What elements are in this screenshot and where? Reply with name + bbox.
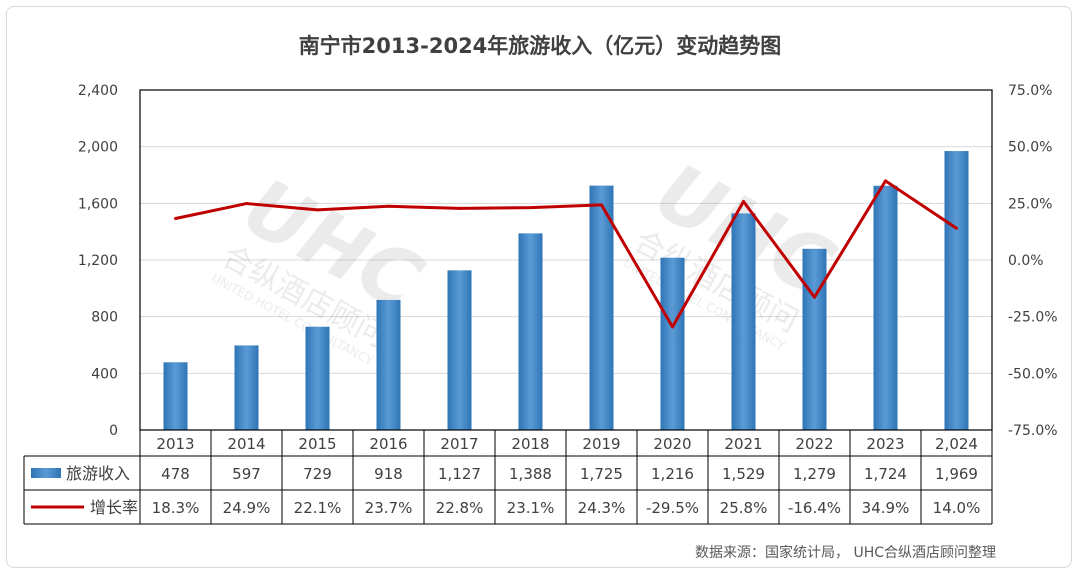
y-right-tick-label: -25.0%: [1008, 310, 1058, 326]
growth-line: [175, 179, 958, 329]
x-tick-label: 2020: [653, 435, 691, 453]
bar: [589, 185, 614, 430]
bar: [447, 270, 472, 430]
bar-value-label: 1,279: [793, 465, 836, 483]
legend-bar-swatch: [31, 468, 61, 478]
x-tick-label: 2017: [440, 435, 478, 453]
x-tick-label: 2022: [795, 435, 833, 453]
x-tick-label: 2021: [724, 435, 762, 453]
legend-bar-label: 旅游收入: [66, 464, 130, 483]
x-tick-label: 2019: [582, 435, 620, 453]
chart-title: 南宁市2013-2024年旅游收入（亿元）变动趋势图: [298, 34, 782, 58]
line-point: [955, 226, 958, 230]
y-left-tick-label: 1,600: [78, 196, 118, 212]
chart-frame: [6, 6, 1072, 568]
x-tick-label: 2015: [298, 435, 336, 453]
bar-series: [163, 151, 969, 430]
bar-value-label: 1,724: [864, 465, 907, 483]
data-table: 2013 2014 2015 2016 2017 2018 2019 2020 2021 2022…: [23, 430, 993, 525]
y-left-tick-label: 400: [91, 366, 118, 382]
y-right-tick-label: 50.0%: [1008, 140, 1052, 156]
bar: [518, 233, 543, 430]
y-left-tick-label: 800: [91, 310, 118, 326]
line-value-label: 34.9%: [862, 499, 910, 517]
line-value-label: -29.5%: [646, 499, 699, 517]
bar-value-label: 1,529: [722, 465, 765, 483]
line-point: [316, 208, 319, 212]
line-point: [742, 200, 745, 204]
y-left-tick-label: 2,000: [78, 140, 118, 156]
data-source: 数据来源：国家统计局， UHC合纵酒店顾问整理: [695, 545, 996, 561]
line-point: [813, 295, 816, 299]
bar: [163, 362, 188, 430]
line-point: [884, 179, 887, 183]
bar-value-label: 1,969: [935, 465, 978, 483]
y-left-tick-label: 0: [109, 423, 118, 439]
line-point: [387, 204, 390, 208]
bar: [802, 248, 827, 430]
y-right-tick-label: -75.0%: [1008, 423, 1058, 439]
y-right-tick-label: 0.0%: [1008, 253, 1044, 269]
y-right-tick-label: 75.0%: [1008, 83, 1052, 99]
y-left-tick-label: 2,400: [78, 83, 118, 99]
bar: [660, 257, 685, 430]
line-value-label: 23.1%: [507, 499, 555, 517]
x-tick-label: 2023: [866, 435, 904, 453]
line-point: [600, 203, 603, 207]
bar: [234, 345, 259, 430]
line-point: [529, 206, 532, 210]
bar: [873, 185, 898, 430]
x-tick-label: 2013: [156, 435, 194, 453]
x-tick-label: 2014: [227, 435, 265, 453]
bar-value-label: 729: [303, 465, 332, 483]
line-value-label: 24.3%: [578, 499, 626, 517]
bar-value-label: 478: [161, 465, 190, 483]
bar-value-label: 1,388: [509, 465, 552, 483]
line-value-label: 24.9%: [223, 499, 271, 517]
x-tick-label: 2018: [511, 435, 549, 453]
line-value-label: 14.0%: [933, 499, 981, 517]
y-right-tick-label: 25.0%: [1008, 196, 1052, 212]
line-series: [174, 179, 958, 329]
line-value-label: -16.4%: [788, 499, 841, 517]
line-point: [671, 325, 674, 329]
line-value-label: 22.1%: [294, 499, 342, 517]
y-right-tick-label: -50.0%: [1008, 366, 1058, 382]
bar: [944, 151, 969, 430]
legend-line-label: 增长率: [90, 498, 138, 517]
bar-value-label: 1,725: [580, 465, 623, 483]
bar: [376, 299, 401, 430]
line-value-label: 23.7%: [365, 499, 413, 517]
line-point: [458, 206, 461, 210]
bar-value-label: 597: [232, 465, 261, 483]
bar-value-label: 918: [374, 465, 403, 483]
bar: [305, 326, 330, 430]
x-tick-label: 2,024: [935, 435, 978, 453]
x-tick-label: 2016: [369, 435, 407, 453]
line-value-label: 18.3%: [152, 499, 200, 517]
bar: [731, 213, 756, 430]
bar-value-label: 1,216: [651, 465, 694, 483]
line-point: [245, 202, 248, 206]
bar-value-label: 1,127: [438, 465, 481, 483]
line-value-label: 22.8%: [436, 499, 484, 517]
line-point: [174, 217, 177, 221]
y-left-tick-label: 1,200: [78, 253, 118, 269]
line-value-label: 25.8%: [720, 499, 768, 517]
